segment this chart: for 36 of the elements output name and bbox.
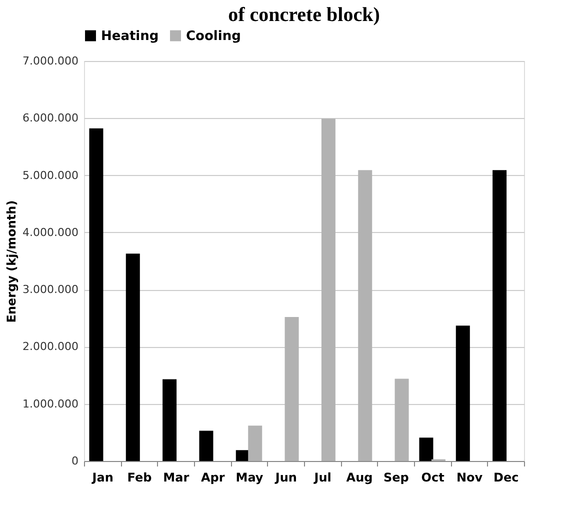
x-tick-label: Jul bbox=[313, 470, 332, 484]
x-tick-label: Aug bbox=[346, 470, 373, 484]
chart-title: of concrete block) bbox=[228, 4, 380, 26]
x-tick-label: Nov bbox=[456, 470, 483, 484]
x-tick-label: Jan bbox=[91, 470, 114, 484]
bar bbox=[248, 426, 262, 461]
x-tick-label: Apr bbox=[200, 470, 225, 484]
bar bbox=[284, 317, 299, 461]
legend-label: Cooling bbox=[186, 28, 241, 44]
y-tick-label: 2.000.000 bbox=[22, 340, 78, 354]
bar bbox=[321, 118, 336, 461]
bar bbox=[126, 254, 140, 461]
x-tick-label: Sep bbox=[383, 470, 410, 484]
bar bbox=[492, 170, 507, 461]
bar bbox=[419, 438, 434, 461]
bar bbox=[456, 326, 470, 461]
bar bbox=[162, 379, 177, 461]
bar bbox=[89, 128, 104, 461]
x-tick-label: Oct bbox=[421, 470, 445, 484]
x-tick-label: May bbox=[236, 470, 264, 484]
legend-label: Heating bbox=[101, 28, 159, 44]
y-tick-label: 6.000.000 bbox=[22, 112, 78, 125]
x-tick-label: Jun bbox=[274, 470, 297, 484]
y-tick-label: 7.000.000 bbox=[22, 54, 78, 68]
bar bbox=[394, 378, 409, 461]
y-tick-label: 3.000.000 bbox=[22, 283, 78, 296]
x-tick-label: Feb bbox=[127, 470, 152, 484]
bar bbox=[358, 170, 372, 461]
y-tick-label: 5.000.000 bbox=[22, 168, 78, 182]
y-axis-title: Energy (kj/month) bbox=[4, 200, 19, 323]
bar bbox=[199, 430, 214, 461]
x-tick-label: Mar bbox=[163, 470, 190, 484]
y-tick-label: 1.000.000 bbox=[22, 397, 78, 410]
y-tick-label: 4.000.000 bbox=[22, 226, 78, 239]
y-tick-label: 0 bbox=[72, 454, 78, 468]
x-tick-label: Dec bbox=[494, 470, 519, 484]
